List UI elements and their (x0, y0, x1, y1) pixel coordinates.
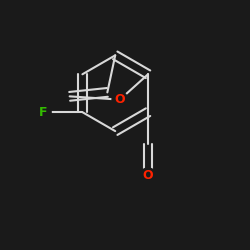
Circle shape (112, 92, 128, 108)
Circle shape (140, 168, 156, 184)
Text: O: O (114, 93, 125, 106)
Text: O: O (143, 169, 153, 182)
Circle shape (36, 104, 51, 120)
Text: F: F (39, 106, 48, 119)
